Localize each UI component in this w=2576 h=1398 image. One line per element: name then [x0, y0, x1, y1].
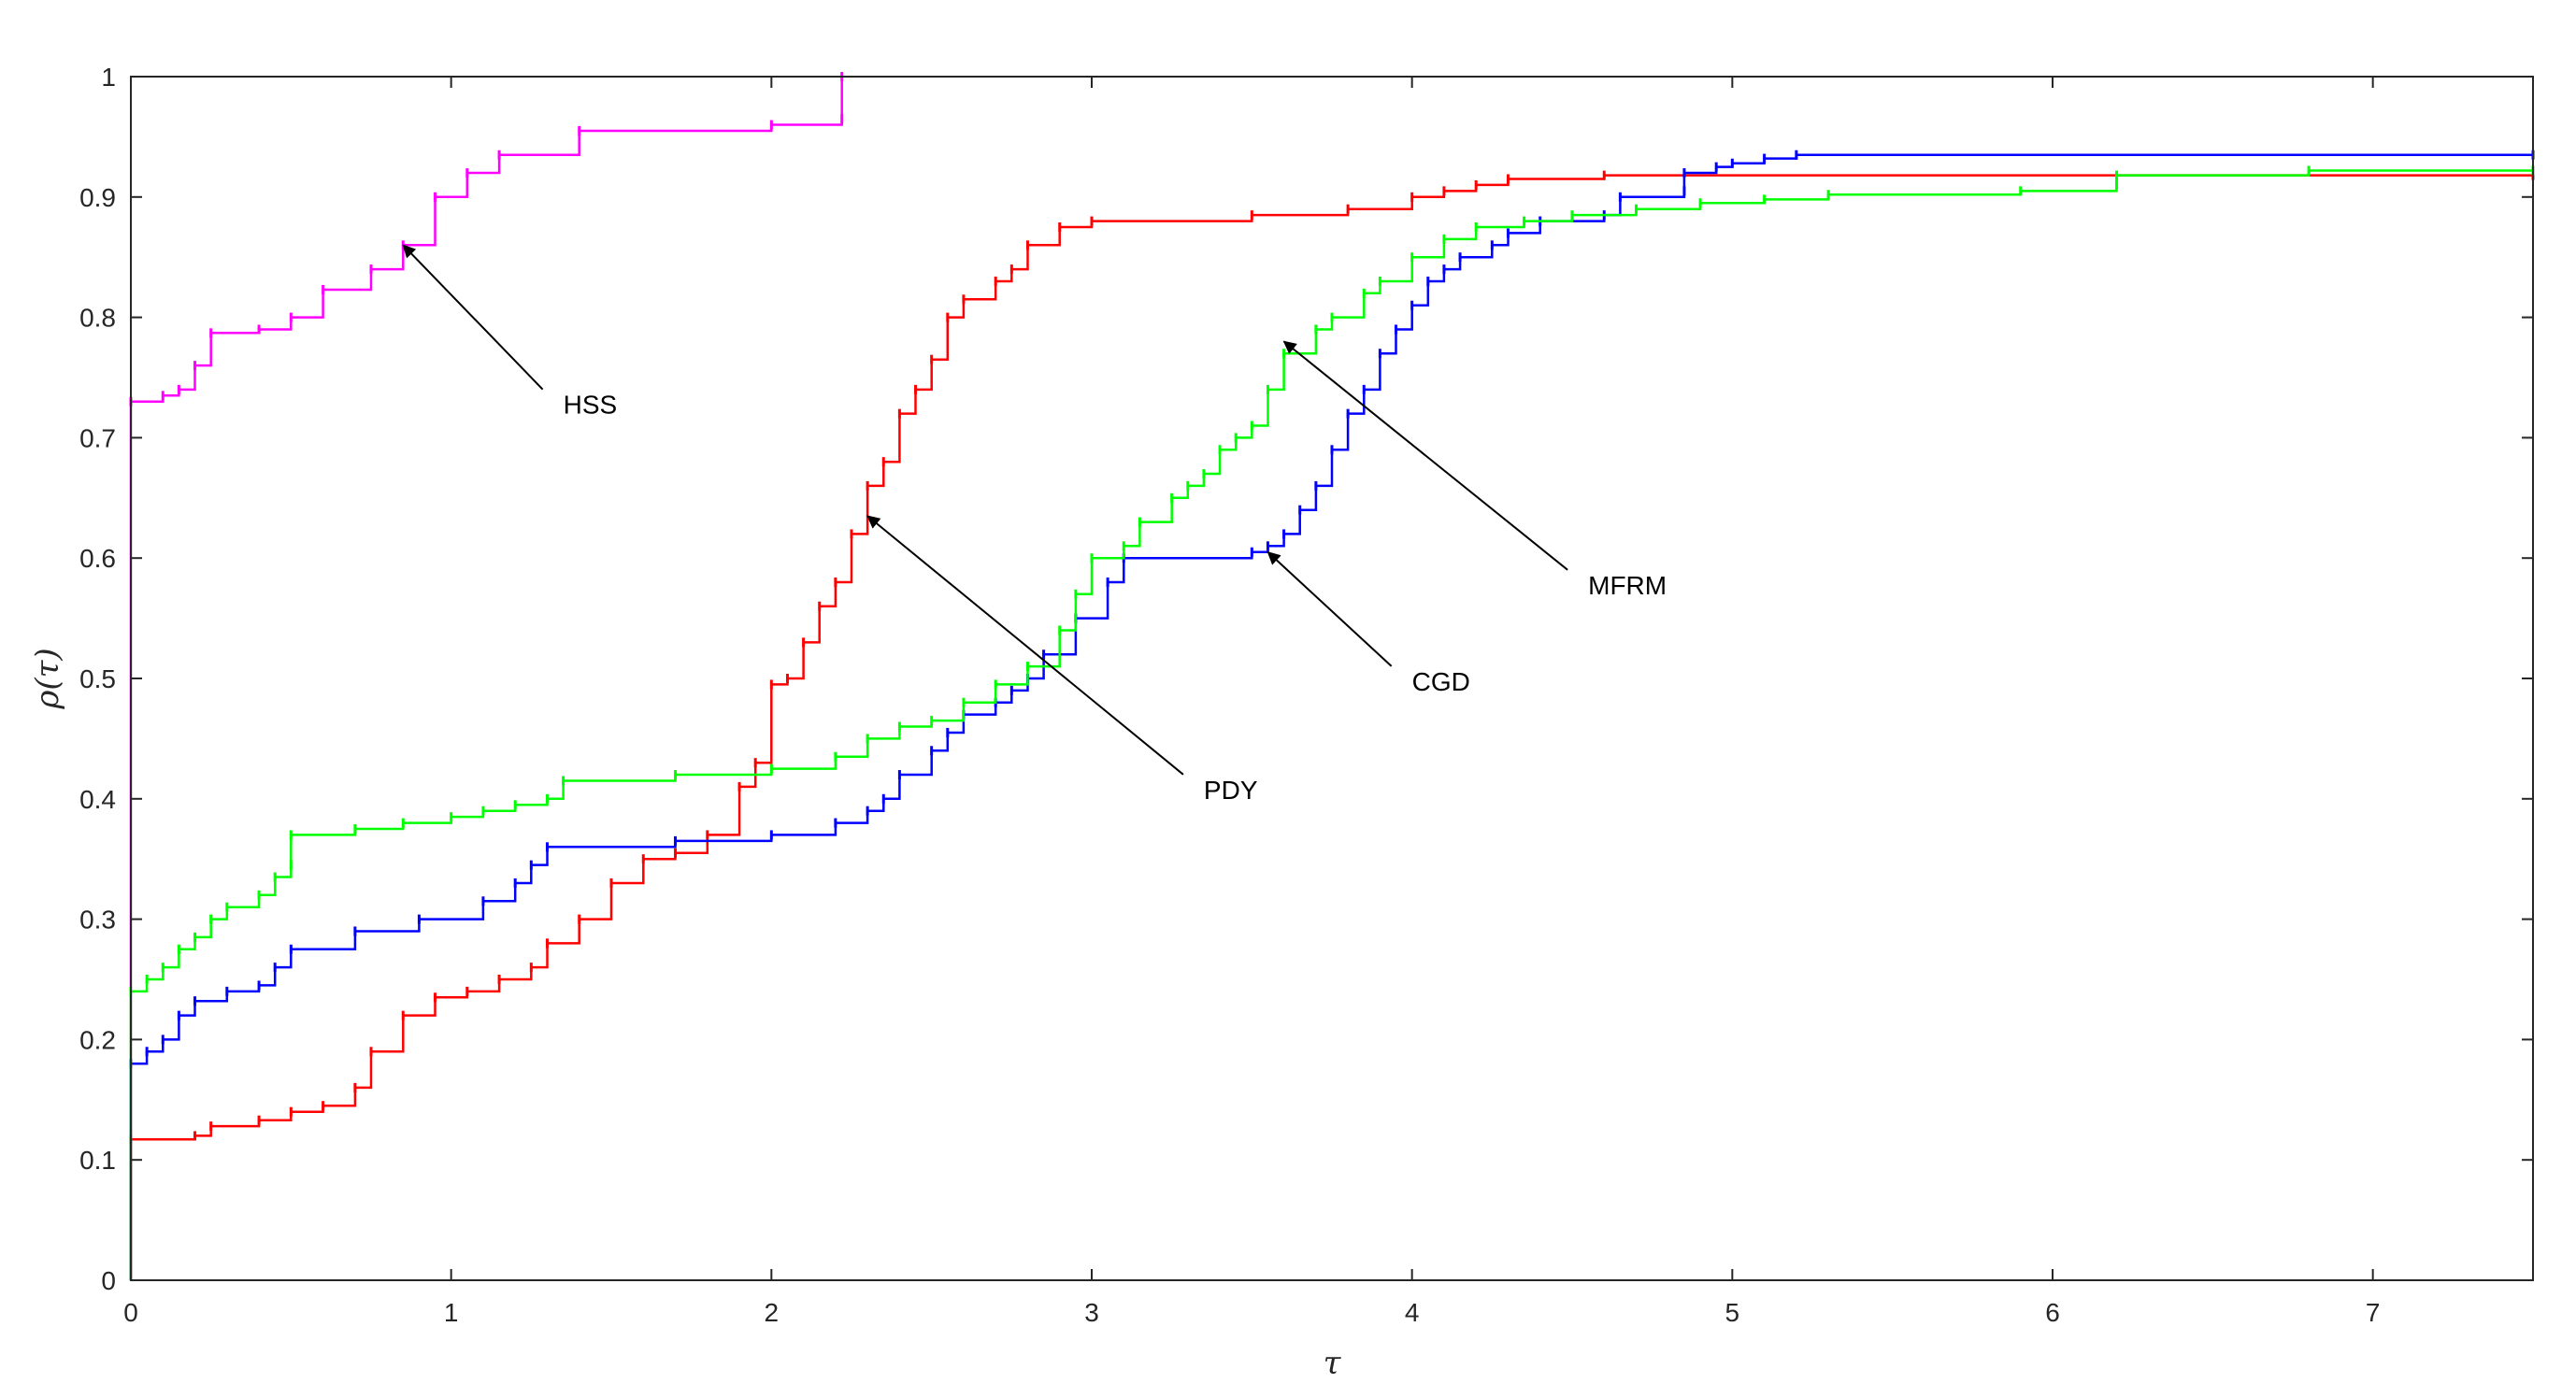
y-tick-label: 1	[101, 63, 116, 92]
x-tick-label: 0	[123, 1298, 138, 1327]
y-tick-label: 0.8	[79, 304, 116, 333]
y-tick-label: 0.2	[79, 1025, 116, 1054]
series-markers-pdy	[129, 170, 2535, 1145]
annotation-label-hss: HSS	[564, 391, 618, 420]
x-tick-label: 1	[444, 1298, 459, 1327]
y-axis: 0 0.1 0.2 0.3 0.4 0.5 0.6 0.7 0.8 0.9 1	[79, 63, 2533, 1295]
annotation-arrow-pdy	[866, 515, 1184, 776]
y-tick-label: 0.1	[79, 1146, 116, 1175]
series-markers-mfrm	[129, 165, 2535, 996]
annotation-label-mfrm: MFRM	[1588, 571, 1667, 600]
x-tick-label: 5	[1725, 1298, 1740, 1327]
y-tick-label: 0.6	[79, 544, 116, 573]
annotation-layer: HSS PDY CGD MFRM	[402, 244, 1667, 805]
annotation-arrow-hss	[402, 244, 544, 391]
series-line-hss	[129, 77, 843, 1280]
annotation-label-pdy: PDY	[1204, 776, 1258, 805]
x-tick-label: 2	[765, 1298, 780, 1327]
y-tick-label: 0.5	[79, 664, 116, 693]
y-tick-label: 0	[101, 1266, 116, 1295]
x-tick-label: 6	[2045, 1298, 2060, 1327]
y-tick-label: 0.7	[79, 423, 116, 452]
x-tick-label: 7	[2366, 1298, 2381, 1327]
x-tick-label: 3	[1084, 1298, 1099, 1327]
x-axis-label: τ	[1324, 1345, 1342, 1382]
y-tick-label: 0.4	[79, 785, 116, 814]
y-tick-label: 0.9	[79, 183, 116, 212]
annotation-arrow-mfrm	[1282, 340, 1568, 571]
x-tick-label: 4	[1405, 1298, 1420, 1327]
y-axis-label: ρ(τ)	[29, 648, 66, 709]
y-tick-label: 0.3	[79, 906, 116, 934]
annotation-label-cgd: CGD	[1412, 667, 1470, 696]
annotation-arrow-cgd	[1267, 550, 1393, 667]
x-axis: 0 1 2 3 4 5 6 7	[123, 77, 2380, 1327]
